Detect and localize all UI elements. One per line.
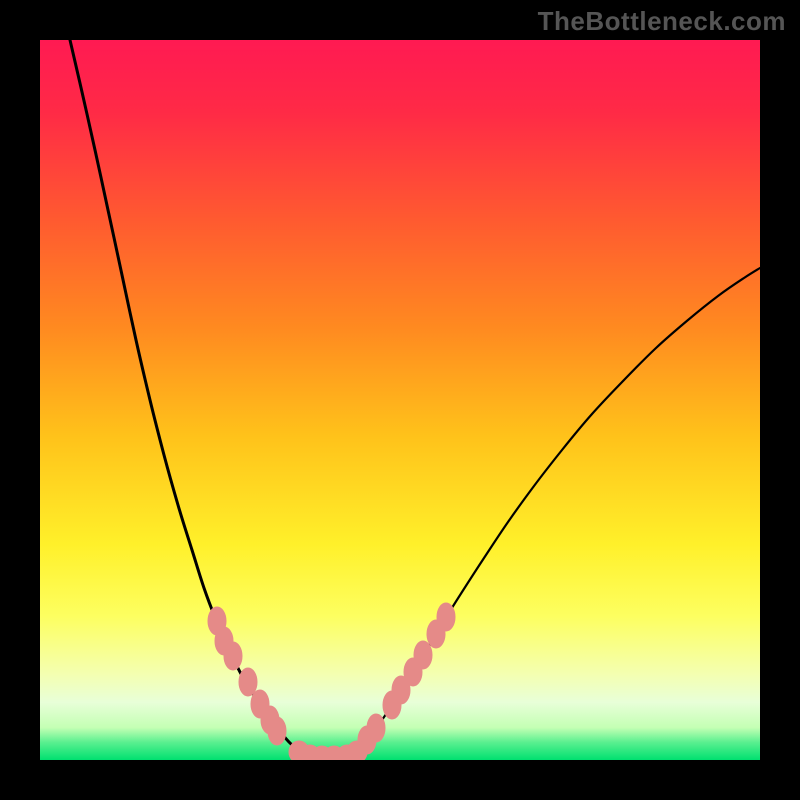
marker-valley-5 <box>347 741 367 763</box>
curve-left <box>70 40 305 755</box>
marker-right-1 <box>367 714 385 742</box>
watermark-text: TheBottleneck.com <box>538 6 786 37</box>
canvas-root: TheBottleneck.com <box>0 0 800 800</box>
marker-right-7 <box>437 603 455 631</box>
marker-left-6 <box>268 717 286 745</box>
marker-left-2 <box>224 642 242 670</box>
chart-svg <box>0 0 800 800</box>
marker-right-5 <box>414 641 432 669</box>
marker-left-3 <box>239 668 257 696</box>
